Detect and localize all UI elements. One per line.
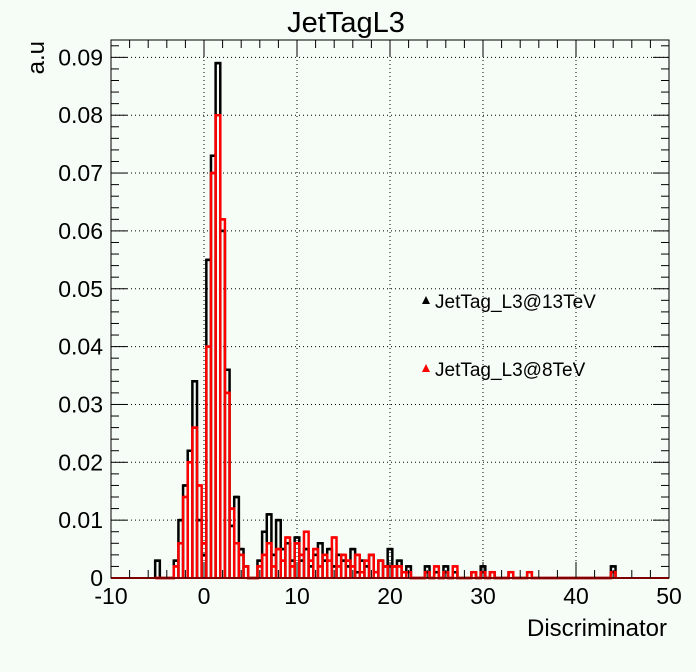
x-tick-labels: -10 0 10 20 30 40 50 <box>94 583 681 609</box>
legend: JetTag_L3@13TeV JetTag_L3@8TeV <box>422 292 596 381</box>
x-tick-label: 10 <box>284 583 310 609</box>
chart-title: JetTagL3 <box>287 7 405 39</box>
axis-ticks <box>110 40 670 579</box>
x-tick-label: 40 <box>563 583 589 609</box>
y-tick-label: 0.01 <box>58 507 103 533</box>
legend-marker-13tev <box>422 296 430 304</box>
y-tick-label: 0.04 <box>58 334 103 360</box>
y-tick-label: 0.07 <box>58 160 103 186</box>
x-tick-label: -10 <box>94 583 127 609</box>
y-tick-label: 0.03 <box>58 391 103 417</box>
grid-lines <box>111 40 669 578</box>
y-axis-title: a.u <box>23 41 50 74</box>
legend-marker-8tev <box>422 364 430 372</box>
y-tick-label: 0 <box>90 565 103 591</box>
y-tick-labels: 0 0.01 0.02 0.03 0.04 0.05 0.06 0.07 0.08 0.09 <box>58 44 103 591</box>
y-tick-label: 0.06 <box>58 218 103 244</box>
x-tick-label: 50 <box>656 583 682 609</box>
legend-entry-13tev: JetTag_L3@13TeV <box>422 292 596 313</box>
legend-entry-8tev: JetTag_L3@8TeV <box>422 360 586 381</box>
x-tick-label: 30 <box>470 583 496 609</box>
y-tick-label: 0.05 <box>58 276 103 302</box>
y-tick-label: 0.08 <box>58 102 103 128</box>
x-tick-label: 20 <box>377 583 403 609</box>
x-tick-label: 0 <box>198 583 211 609</box>
legend-label-13tev: JetTag_L3@13TeV <box>435 292 596 313</box>
y-tick-label: 0.09 <box>58 44 103 70</box>
y-tick-label: 0.02 <box>58 449 103 475</box>
x-axis-title: Discriminator <box>527 615 667 642</box>
legend-label-8tev: JetTag_L3@8TeV <box>435 360 586 381</box>
